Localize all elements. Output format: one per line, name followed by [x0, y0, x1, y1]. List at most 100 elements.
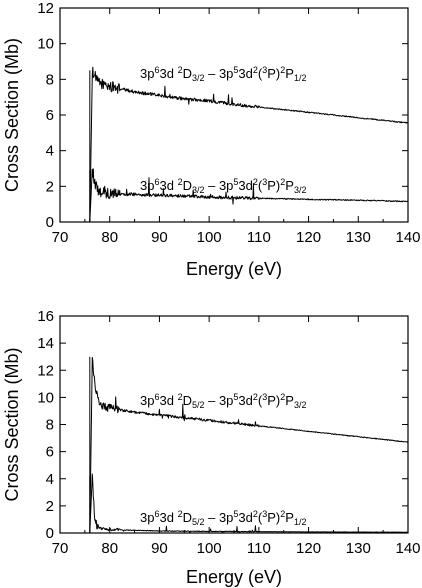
- series-label-part: 6: [154, 509, 159, 519]
- series-label-part: P: [285, 510, 294, 525]
- series-label-part: (: [258, 178, 263, 193]
- series-label-part: 2: [280, 177, 285, 187]
- x-tick-label: 90: [151, 540, 168, 557]
- series-label-part: 2: [253, 65, 258, 75]
- series-label-part: 3p: [140, 178, 154, 193]
- x-tick-label: 70: [52, 540, 69, 557]
- series-label-part: 6: [154, 177, 159, 187]
- series-label: 3p63d 2D5/2 – 3p53d2(3P)2P1/2: [140, 509, 306, 527]
- x-tick-label: 130: [346, 540, 371, 557]
- series-label-part: 3/2: [192, 73, 205, 83]
- x-tick-label: 100: [197, 229, 222, 246]
- series-label-part: 6: [154, 392, 159, 402]
- series-label-part: 3/2: [294, 400, 307, 410]
- series-label-part: 3p: [140, 66, 154, 81]
- x-axis-title: Energy (eV): [186, 259, 282, 279]
- series-label-part: 2: [178, 177, 183, 187]
- chart-panel-1: 70 80 90 100 110 120 130 140 0 2 4 6 8 10 12 Energy (eV…: [2, 0, 421, 279]
- series-label-part: P): [267, 510, 280, 525]
- series-line-1: [89, 66, 409, 223]
- series-label: 3p63d 2D3/2 – 3p53d2(3P)2P3/2: [140, 177, 306, 195]
- x-tick-label: 100: [197, 540, 222, 557]
- series-label-part: 2: [253, 392, 258, 402]
- series-label-part: 6: [154, 65, 159, 75]
- series-label-part: – 3p: [204, 66, 233, 81]
- y-tick-label: 6: [46, 444, 54, 461]
- y-tick-label: 2: [46, 498, 54, 515]
- series-label-part: D: [183, 510, 192, 525]
- series-label-part: 3d: [238, 178, 252, 193]
- x-tick-label: 110: [247, 540, 271, 557]
- series-label-part: 3/2: [192, 185, 205, 195]
- series-label-part: D: [183, 178, 192, 193]
- x-tick-label: 70: [52, 229, 69, 246]
- series-label-part: 5/2: [192, 517, 205, 527]
- series-label-part: 5/2: [192, 400, 205, 410]
- chart-panel-2: 70 80 90 100 110 120 130 140 0 2 4 6 8 10 12 14 16 Energy…: [2, 308, 421, 587]
- series-label-part: 3d: [159, 178, 177, 193]
- y-tick-label: 10: [37, 36, 54, 53]
- y-tick-label: 16: [37, 308, 54, 325]
- series-label-part: 3/2: [294, 185, 307, 195]
- x-tick-label: 120: [296, 229, 321, 246]
- x-tick-label: 140: [395, 229, 420, 246]
- series-label-part: 1/2: [294, 73, 307, 83]
- series-label-part: 1/2: [294, 517, 307, 527]
- series-label-part: 3d: [238, 393, 252, 408]
- series-label-part: 3d: [159, 66, 177, 81]
- plot-frame: [59, 315, 409, 534]
- series-label-part: P): [267, 178, 280, 193]
- series-label-part: 3p: [140, 393, 154, 408]
- x-axis-title: Energy (eV): [186, 567, 282, 587]
- series-label-part: P: [285, 66, 294, 81]
- series-label-part: (: [258, 393, 263, 408]
- x-tick-label: 90: [151, 229, 168, 246]
- series-label-part: P): [267, 66, 280, 81]
- series-label-part: 3: [262, 509, 267, 519]
- series-label-part: – 3p: [204, 393, 233, 408]
- y-tick-label: 8: [46, 417, 54, 434]
- series-label-part: 2: [253, 509, 258, 519]
- series-label-part: 5: [233, 65, 238, 75]
- y-tick-label: 14: [37, 335, 54, 352]
- y-tick-label: 4: [46, 471, 54, 488]
- series-label-part: P): [267, 393, 280, 408]
- series-label-part: 3: [262, 65, 267, 75]
- series-label-part: 5: [233, 177, 238, 187]
- series-label-part: – 3p: [204, 178, 233, 193]
- series-label-part: (: [258, 510, 263, 525]
- series-label-part: 2: [178, 65, 183, 75]
- series-label-part: 2: [178, 392, 183, 402]
- plot-frame: [59, 7, 409, 223]
- series-label-part: 3d: [159, 393, 177, 408]
- x-tick-label: 120: [296, 540, 321, 557]
- series-label-part: 3: [262, 177, 267, 187]
- series-label-part: – 3p: [204, 510, 233, 525]
- y-tick-label: 8: [46, 71, 54, 88]
- x-tick-label: 80: [101, 229, 118, 246]
- x-tick-label: 140: [395, 540, 420, 557]
- y-tick-label: 12: [37, 0, 54, 17]
- series-label-part: D: [183, 393, 192, 408]
- y-axis-title: Cross Section (Mb): [2, 38, 22, 192]
- series-label-part: (: [258, 66, 263, 81]
- y-tick-label: 4: [46, 143, 54, 160]
- series-label-part: 5: [233, 392, 238, 402]
- series-label-part: P: [285, 178, 294, 193]
- y-tick-label: 12: [37, 362, 54, 379]
- series-label-part: 3d: [238, 66, 252, 81]
- series-label-part: 3: [262, 392, 267, 402]
- series-label: 3p63d 2D5/2 – 3p53d2(3P)2P3/2: [140, 392, 306, 410]
- y-tick-label: 0: [46, 214, 54, 231]
- x-tick-label: 130: [346, 229, 371, 246]
- x-tick-label: 80: [101, 540, 118, 557]
- series-label-part: D: [183, 66, 192, 81]
- series-label-part: 2: [253, 177, 258, 187]
- series-label-part: 2: [280, 509, 285, 519]
- series-label-part: 3d: [159, 510, 177, 525]
- x-tick-label: 110: [247, 229, 271, 246]
- y-tick-label: 0: [46, 525, 54, 542]
- y-axis-title: Cross Section (Mb): [2, 347, 22, 501]
- y-tick-label: 10: [37, 389, 54, 406]
- series-label-part: 2: [178, 509, 183, 519]
